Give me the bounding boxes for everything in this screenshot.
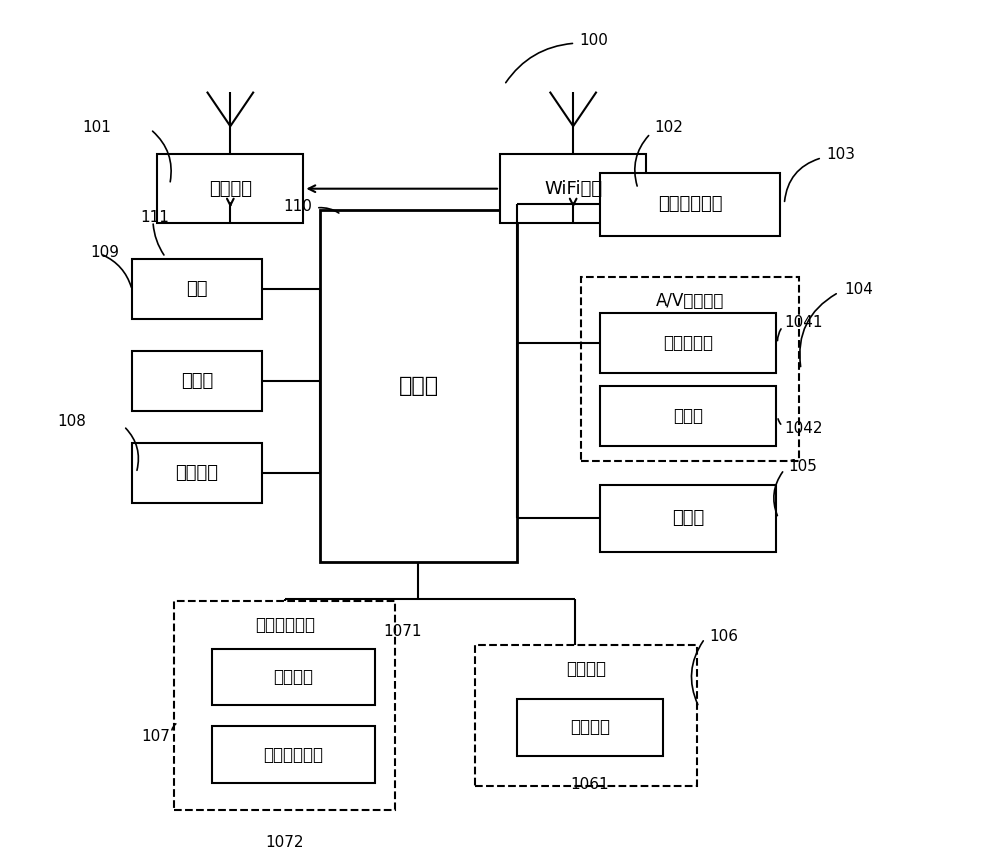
Bar [212, 648, 375, 705]
Text: 100: 100 [579, 33, 608, 49]
Bar [600, 314, 776, 373]
Text: 接口单元: 接口单元 [175, 464, 218, 482]
Text: 麦克风: 麦克风 [673, 407, 703, 425]
Text: 109: 109 [90, 245, 119, 260]
Bar [500, 154, 646, 223]
Text: 103: 103 [826, 147, 855, 162]
Text: 显示面板: 显示面板 [570, 718, 610, 736]
Bar [600, 485, 776, 551]
Bar [320, 210, 517, 561]
Bar [581, 278, 799, 461]
Text: 电源: 电源 [186, 280, 208, 298]
Text: 图形处理器: 图形处理器 [663, 334, 713, 353]
Text: WiFi模块: WiFi模块 [544, 180, 602, 198]
Text: 107: 107 [141, 729, 170, 745]
Bar [600, 173, 780, 235]
Text: 触控面板: 触控面板 [273, 668, 313, 686]
Text: 用户输入单元: 用户输入单元 [255, 616, 315, 634]
Text: 1071: 1071 [383, 625, 421, 639]
Bar [132, 259, 262, 320]
Text: 存储器: 存储器 [181, 372, 213, 390]
Text: 1072: 1072 [265, 835, 304, 850]
Text: 108: 108 [57, 414, 86, 429]
Text: 110: 110 [283, 199, 312, 214]
Text: 104: 104 [845, 282, 873, 297]
Text: 射频单元: 射频单元 [209, 180, 252, 198]
Bar [212, 727, 375, 783]
Bar [517, 699, 663, 756]
Text: 111: 111 [140, 210, 169, 225]
Text: A/V输入单元: A/V输入单元 [656, 292, 724, 310]
Bar [157, 154, 303, 223]
Text: 1061: 1061 [571, 776, 609, 792]
Text: 处理器: 处理器 [398, 376, 439, 396]
Bar [475, 645, 697, 786]
Bar [600, 386, 776, 446]
Text: 102: 102 [655, 120, 684, 135]
Text: 显示单元: 显示单元 [566, 660, 606, 678]
Text: 音频输出单元: 音频输出单元 [658, 195, 722, 213]
Text: 105: 105 [788, 459, 817, 474]
Text: 101: 101 [82, 120, 111, 135]
Text: 其他输入设备: 其他输入设备 [263, 746, 323, 763]
Text: 1042: 1042 [784, 421, 823, 436]
Bar [132, 351, 262, 412]
Text: 106: 106 [709, 630, 738, 644]
Bar [174, 601, 395, 810]
Text: 1041: 1041 [784, 315, 823, 330]
Bar [132, 443, 262, 503]
Text: 传感器: 传感器 [672, 509, 704, 527]
